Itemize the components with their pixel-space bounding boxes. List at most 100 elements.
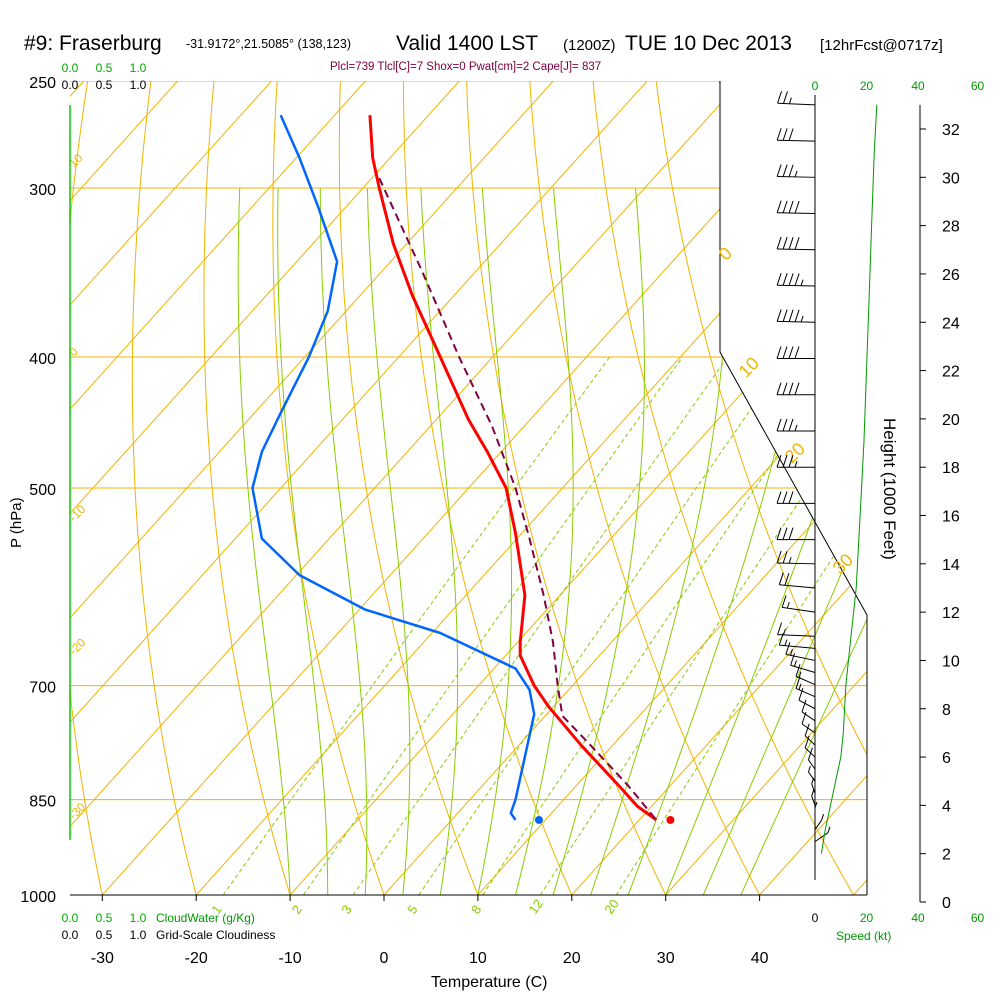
height-tick-label: 30 bbox=[942, 170, 960, 187]
cloudwater-tick-label: 0.0 bbox=[62, 911, 79, 925]
wind-barb-flag bbox=[782, 128, 788, 141]
barb-region-mask bbox=[719, 81, 868, 895]
sounding-profiles bbox=[251, 114, 675, 824]
dry-adiabat bbox=[0, 57, 29, 895]
temperature-profile bbox=[368, 115, 658, 822]
height-tick-label: 12 bbox=[942, 605, 960, 622]
valid-time: Valid 1400 LST bbox=[396, 32, 538, 55]
wind-barb bbox=[776, 455, 815, 468]
wind-barb-flag bbox=[776, 550, 782, 564]
wind-barb-staff bbox=[804, 747, 816, 758]
wind-barb-flag bbox=[776, 236, 782, 250]
wind-barb-flag bbox=[777, 622, 783, 635]
wind-barb-flag bbox=[778, 572, 784, 585]
wind-barb-half-flag bbox=[790, 649, 793, 656]
wind-barb-flag bbox=[788, 309, 794, 322]
wind-barb-flag bbox=[788, 273, 794, 286]
wind-barb bbox=[776, 491, 815, 504]
dry-adiabat bbox=[70, 81, 103, 895]
height-tick-label: 18 bbox=[942, 460, 960, 477]
wind-barb-half-flag bbox=[798, 683, 802, 690]
wind-barb-flag bbox=[788, 418, 794, 432]
wind-barb-flag bbox=[807, 747, 813, 760]
moist-adiabat bbox=[277, 188, 329, 895]
isotherm-line bbox=[947, 81, 1000, 895]
wind-barb-flag bbox=[782, 418, 788, 432]
cloudwater-tick-label: 0.5 bbox=[96, 61, 113, 75]
wind-barb bbox=[781, 595, 816, 613]
wind-barb-half-flag bbox=[827, 826, 831, 833]
wind-barb-flag bbox=[782, 550, 788, 564]
valid-date: TUE 10 Dec 2013 bbox=[625, 32, 792, 55]
speed-tick-label: 40 bbox=[911, 911, 925, 925]
speed-tick-label: 60 bbox=[971, 79, 985, 93]
wind-barb bbox=[776, 550, 816, 565]
wind-barb bbox=[814, 801, 818, 818]
wind-barb-staff bbox=[807, 771, 816, 782]
wind-barb-flag bbox=[782, 491, 788, 504]
wind-barb bbox=[776, 527, 815, 541]
cloudiness-tick-label: 0.0 bbox=[62, 928, 79, 942]
wind-barb bbox=[814, 814, 825, 830]
wind-barb bbox=[777, 91, 816, 106]
wind-barb-flag bbox=[776, 273, 782, 286]
wind-barb-flag bbox=[794, 346, 800, 359]
wind-barb-staff bbox=[779, 644, 816, 649]
wind-barb-half-flag bbox=[798, 671, 802, 678]
height-tick-label: 6 bbox=[942, 750, 951, 767]
cloudiness-tick-label: 0.5 bbox=[96, 78, 113, 92]
mixing-ratio-label: 20 bbox=[601, 896, 622, 916]
dry-adiabat bbox=[403, 81, 573, 895]
wind-barb-flag bbox=[782, 236, 788, 250]
wind-barb-half-flag bbox=[786, 601, 790, 609]
speed-tick-label: 40 bbox=[911, 79, 925, 93]
wind-barb-flag bbox=[788, 382, 794, 395]
wind-barb-half-flag bbox=[794, 424, 798, 432]
wind-barb bbox=[798, 687, 816, 710]
speed-tick-label: 0 bbox=[812, 79, 819, 93]
dry-adiabat bbox=[655, 81, 867, 756]
mixing-ratio-line bbox=[539, 399, 867, 895]
cloudwater-tick-label: 0.0 bbox=[62, 61, 79, 75]
y-axis-label: P (hPa) bbox=[8, 497, 25, 548]
wind-barb bbox=[776, 164, 816, 178]
wind-barb-flag bbox=[776, 200, 782, 213]
x-tick-label: 20 bbox=[563, 950, 581, 967]
wind-barb-flag bbox=[794, 273, 800, 286]
surface-dewpoint-dot bbox=[534, 815, 543, 824]
mixing-ratio-label: 3 bbox=[338, 902, 354, 917]
cloudiness-label: Grid-Scale Cloudiness bbox=[156, 928, 275, 942]
dry-adiabat bbox=[466, 81, 667, 895]
height-tick-label: 14 bbox=[942, 557, 960, 574]
speed-tick-label: 0 bbox=[812, 911, 819, 925]
dry-adiabat bbox=[131, 81, 197, 895]
height-tick-label: 22 bbox=[942, 364, 960, 381]
speed-tick-label: 60 bbox=[971, 911, 985, 925]
isotherm-line bbox=[665, 670, 867, 895]
valid-zulu: (1200Z) bbox=[563, 37, 616, 54]
wind-barb-flag bbox=[790, 653, 796, 666]
height-tick-label: 8 bbox=[942, 702, 951, 719]
wind-barb bbox=[790, 653, 816, 673]
height-tick-label: 2 bbox=[942, 847, 951, 864]
pressure-tick-label: 850 bbox=[29, 794, 56, 811]
wind-barb-staff bbox=[798, 699, 816, 710]
wind-barb bbox=[807, 747, 816, 770]
wind-barb-flag bbox=[776, 455, 782, 468]
wind-barb-flag bbox=[788, 200, 794, 214]
dry-adiabat bbox=[965, 57, 1000, 895]
height-tick-label: 10 bbox=[942, 653, 960, 670]
station-coords: -31.9172°,21.5085° (138,123) bbox=[186, 37, 351, 51]
moist-adiabat bbox=[515, 188, 574, 895]
wind-barb-flag bbox=[788, 491, 794, 504]
dewpoint-profile bbox=[251, 114, 536, 821]
wind-barb bbox=[776, 273, 816, 287]
mixing-ratio-line bbox=[418, 356, 788, 895]
speed-profile-line bbox=[820, 104, 878, 854]
wind-barb bbox=[776, 346, 815, 359]
height-tick-label: 0 bbox=[942, 895, 951, 912]
isotherm-line bbox=[70, 81, 272, 306]
cloudwater-label: CloudWater (g/Kg) bbox=[156, 911, 255, 925]
wind-barb-flag bbox=[794, 309, 800, 322]
wind-barb-flag bbox=[788, 237, 794, 250]
